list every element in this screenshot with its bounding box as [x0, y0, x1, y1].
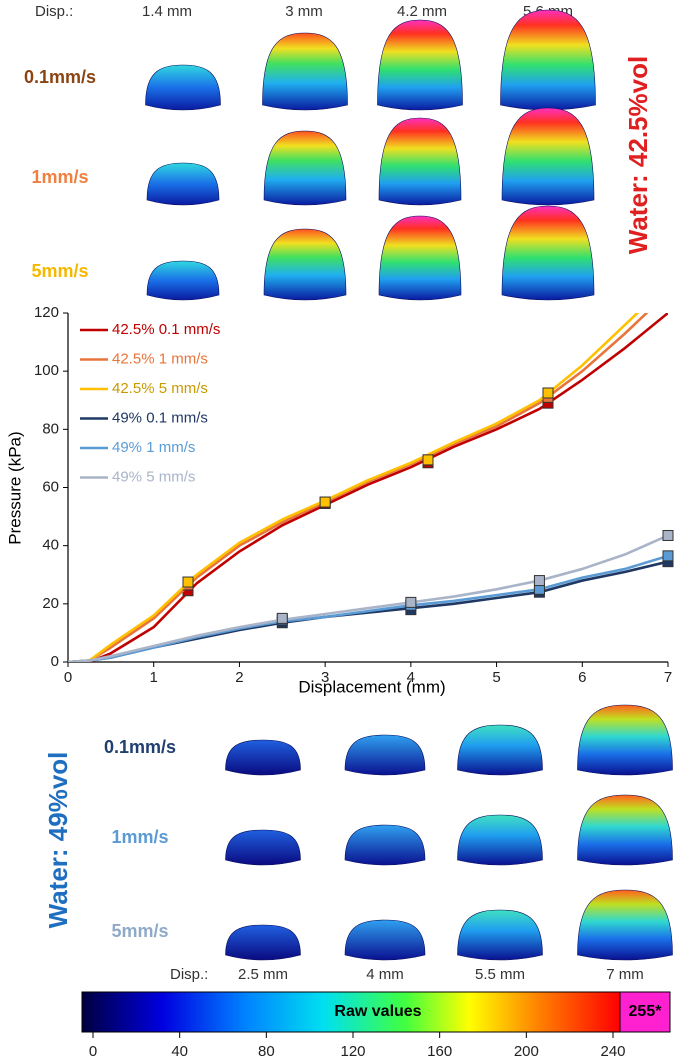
y-axis-label: Pressure (kPa) — [5, 431, 24, 544]
x-tick-label: 5 — [492, 669, 500, 686]
pressure-map — [577, 704, 673, 776]
pressure-map — [577, 794, 673, 866]
colorbar-tick-label: 40 — [171, 1043, 188, 1060]
legend-label: 49% 0.1 mm/s — [112, 409, 208, 426]
legend-label: 42.5% 1 mm/s — [112, 350, 208, 367]
pressure-map — [344, 734, 426, 776]
data-marker — [662, 550, 674, 562]
x-tick-label: 0 — [64, 669, 72, 686]
disp-label: Disp.: — [35, 3, 73, 20]
panel-title: Water: 49%vol — [43, 752, 73, 929]
speed-label: 0.1mm/s — [104, 737, 176, 757]
x-tick-label: 6 — [578, 669, 586, 686]
x-tick-label: 2 — [235, 669, 243, 686]
x-tick-label: 4 — [407, 669, 415, 686]
y-tick-label: 0 — [51, 653, 59, 670]
pressure-map — [225, 924, 301, 961]
speed-label: 5mm/s — [31, 261, 88, 281]
colorbar-label: Raw values — [334, 1003, 421, 1020]
colorbar-tick-label: 160 — [427, 1043, 452, 1060]
speed-label: 1mm/s — [111, 827, 168, 847]
pressure-map — [378, 215, 462, 301]
pressure-map — [344, 824, 426, 866]
pressure-map — [457, 724, 543, 776]
colorbar — [81, 991, 621, 1033]
pressure-map — [457, 814, 543, 866]
pressure-map — [500, 9, 596, 111]
x-tick-label: 1 — [150, 669, 158, 686]
series — [68, 313, 649, 662]
speed-label: 1mm/s — [31, 167, 88, 187]
pressure-map — [501, 107, 595, 206]
colorbar-tick-label: 120 — [340, 1043, 365, 1060]
pressure-map — [263, 130, 347, 206]
series — [68, 313, 640, 662]
disp-value: 7 mm — [606, 966, 644, 983]
colorbar-tick-label: 200 — [514, 1043, 539, 1060]
legend-label: 49% 5 mm/s — [112, 468, 195, 485]
y-tick-label: 80 — [42, 420, 59, 437]
colorbar-tick-label: 0 — [89, 1043, 97, 1060]
data-marker — [276, 612, 288, 624]
legend-label: 42.5% 0.1 mm/s — [112, 321, 220, 338]
pressure-map — [145, 64, 221, 111]
x-tick-label: 7 — [664, 669, 672, 686]
y-tick-label: 60 — [42, 478, 59, 495]
disp-value: 2.5 mm — [238, 966, 288, 983]
colorbar-max-label: 255* — [629, 1003, 663, 1020]
disp-value: 4 mm — [366, 966, 404, 983]
legend-label: 49% 1 mm/s — [112, 439, 195, 456]
data-marker — [319, 496, 331, 508]
pressure-map — [146, 162, 220, 206]
pressure-map — [225, 829, 301, 866]
data-marker — [542, 387, 554, 399]
pressure-map — [377, 19, 463, 111]
data-marker — [533, 575, 545, 587]
series — [68, 313, 668, 662]
colorbar-max — [619, 991, 671, 1033]
series — [68, 554, 668, 662]
colorbar-tick-label: 240 — [600, 1043, 625, 1060]
panel-title: Water: 42.5%vol — [623, 56, 653, 254]
pressure-map — [263, 228, 347, 301]
disp-value: 1.4 mm — [142, 3, 192, 20]
data-marker — [422, 454, 434, 466]
pressure-map — [344, 919, 426, 961]
series-line — [68, 313, 649, 662]
pressure-map — [378, 117, 462, 206]
pressure-map — [501, 205, 595, 301]
series — [68, 534, 668, 662]
series-line — [68, 313, 668, 662]
x-tick-label: 3 — [321, 669, 329, 686]
disp-value: 4.2 mm — [397, 3, 447, 20]
series-line — [68, 554, 668, 662]
data-marker — [405, 596, 417, 608]
pressure-map — [457, 909, 543, 961]
legend-label: 42.5% 5 mm/s — [112, 380, 208, 397]
pressure-map — [577, 889, 673, 961]
speed-label: 5mm/s — [111, 921, 168, 941]
disp-value: 3 mm — [285, 3, 323, 20]
pressure-map — [225, 739, 301, 776]
y-tick-label: 20 — [42, 595, 59, 612]
y-tick-label: 40 — [42, 537, 59, 554]
pressure-map — [262, 32, 348, 111]
speed-label: 0.1mm/s — [24, 67, 96, 87]
y-tick-label: 120 — [34, 304, 59, 321]
series-line — [68, 313, 640, 662]
data-marker — [182, 576, 194, 588]
pressure-map — [146, 260, 220, 301]
disp-label: Disp.: — [170, 966, 208, 983]
colorbar-tick-label: 80 — [258, 1043, 275, 1060]
y-tick-label: 100 — [34, 362, 59, 379]
x-axis-label: Displacement (mm) — [298, 677, 445, 696]
series-line — [68, 534, 668, 662]
data-marker — [662, 529, 674, 541]
disp-value: 5.5 mm — [475, 966, 525, 983]
